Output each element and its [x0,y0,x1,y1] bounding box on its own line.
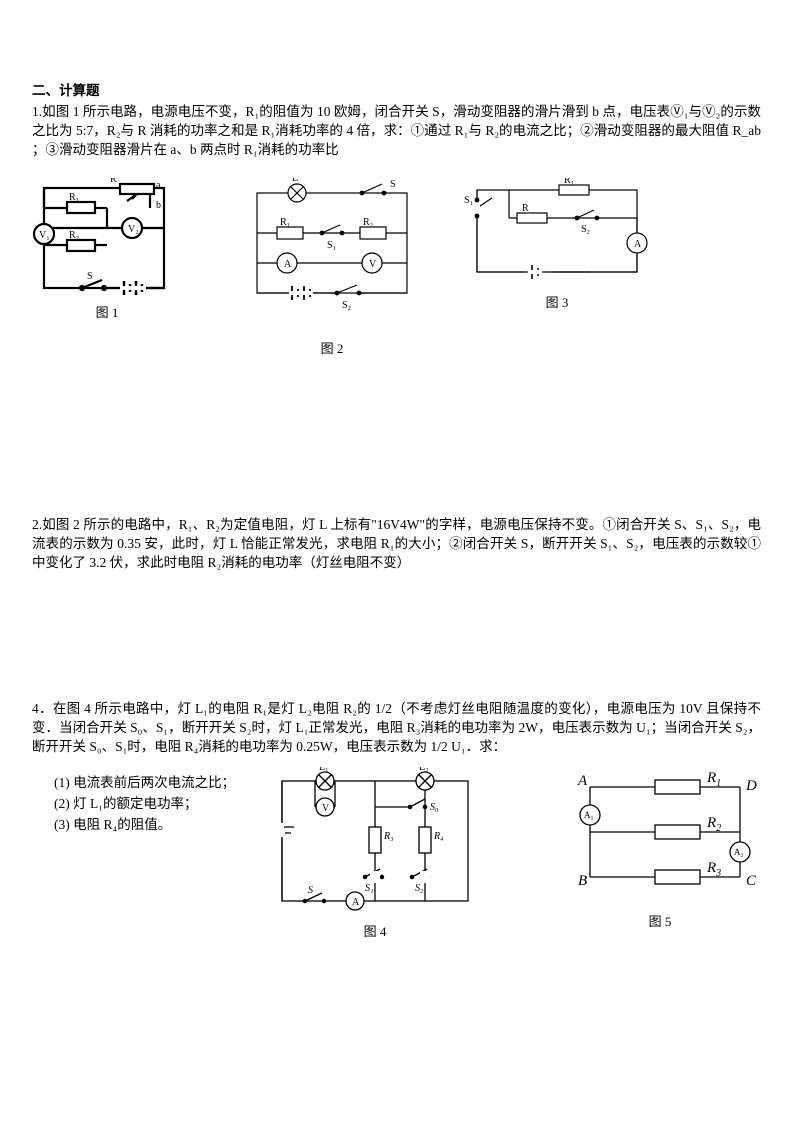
l-label: L [292,178,298,184]
problem-2: 2.如图 2 所示的电路中，R₁、R₂为定值电阻，灯 L 上标有"16V4W"的… [32,516,761,573]
b-label: b [156,200,161,211]
problem-4-subitems: (1) 电流表前后两次电流之比； (2) 灯 L₁的额定电功率； (3) 电阻 … [32,773,262,836]
v-label-2: V [369,259,377,270]
r2-label: R₂ [69,230,79,241]
s1-label-4: S₁ [365,883,373,894]
node-b: B [578,873,587,889]
a-label-4: A [352,897,360,908]
node-c: C [746,873,757,889]
v-label: V [322,803,330,814]
node-a: A [577,773,588,789]
figure-1: R₁ R₂ V₂ V₁ S R a b 图 1 [32,178,182,322]
circuit-5-svg: A D B C R1 R2 R3 A₁ A₂ [560,767,760,907]
a1-label: A₁ [584,810,594,820]
l1-label: L₁ [319,767,329,773]
figure-2-label: 图 2 [321,340,344,358]
a-label-3: A [634,239,642,250]
circuit-4-svg: L₁ L₂ V S₀ R₃ R₄ S₁ S₂ S A [270,767,480,917]
problem-2-text: 2.如图 2 所示的电路中，R₁、R₂为定值电阻，灯 L 上标有"16V4W"的… [32,516,761,573]
r3-label-5: R3 [706,860,721,879]
r2-label-2: R₂ [363,217,373,228]
figures-row-1: R₁ R₂ V₂ V₁ S R a b 图 1 [32,178,761,358]
s-label-4: S [308,885,313,896]
s1-label-2: S₁ [327,240,336,251]
section-title: 二、计算题 [32,82,761,101]
problem-4: 4．在图 4 所示电路中，灯 L₁的电阻 R₁是灯 L₂电阻 R₂的 1/2（不… [32,700,761,941]
s2-label-top: S [390,179,396,190]
v2-label: V₂ [128,224,139,235]
figure-5: A D B C R1 R2 R3 A₁ A₂ 图 5 [560,767,760,941]
problem-4-sub2: (2) 灯 L₁的额定电功率； [54,794,262,815]
r1-label-5: R1 [706,770,721,789]
a-label-2: A [284,259,292,270]
figure-1-label: 图 1 [96,304,119,322]
s-label: S [87,271,93,282]
problem-4-sub1: (1) 电流表前后两次电流之比； [54,773,262,794]
s2-label-3: S₂ [581,224,590,235]
circuit-2-svg: L S R₁ S₁ R₂ A V S₂ [242,178,422,318]
figure-5-label: 图 5 [649,913,672,931]
r4-label: R₄ [433,831,444,842]
r-label-3: R [522,203,529,214]
s2-label-4: S₂ [415,883,424,894]
figure-4-label: 图 4 [364,923,387,941]
node-d: D [745,778,757,794]
problem-4-sub3: (3) 电阻 R₄的阻值。 [54,815,262,836]
r1-label-3: R₁ [564,178,574,186]
r1-label: R₁ [69,192,79,203]
r3-label: R₃ [383,831,394,842]
figure-3-label: 图 3 [546,294,569,312]
a2-label: A₂ [734,847,744,857]
circuit-1-svg: R₁ R₂ V₂ V₁ S R a b [32,178,182,298]
s1-label-3: S₁ [464,195,473,206]
problem-4-text: 4．在图 4 所示电路中，灯 L₁的电阻 R₁是灯 L₂电阻 R₂的 1/2（不… [32,700,761,757]
v1-label: V₁ [39,230,50,241]
figure-4: L₁ L₂ V S₀ R₃ R₄ S₁ S₂ S A 图 4 [270,767,480,941]
a-label: a [156,180,161,191]
l2-label: L₂ [419,767,429,773]
r1-label-2: R₁ [280,217,290,228]
r2-label-5: R2 [706,815,721,834]
s0-label: S₀ [430,802,439,813]
circuit-3-svg: R₁ R S₁ S₂ A [462,178,652,288]
problem-1-text: 1.如图 1 所示电路，电源电压不变，R₁的阻值为 10 欧姆，闭合开关 S，滑… [32,103,761,160]
figure-3: R₁ R S₁ S₂ A 图 3 [462,178,652,312]
r-label: R [110,178,117,185]
figure-2: L S R₁ S₁ R₂ A V S₂ 图 2 [242,178,422,358]
s2-label-2: S₂ [342,300,351,311]
problem-1: 1.如图 1 所示电路，电源电压不变，R₁的阻值为 10 欧姆，闭合开关 S，滑… [32,103,761,358]
